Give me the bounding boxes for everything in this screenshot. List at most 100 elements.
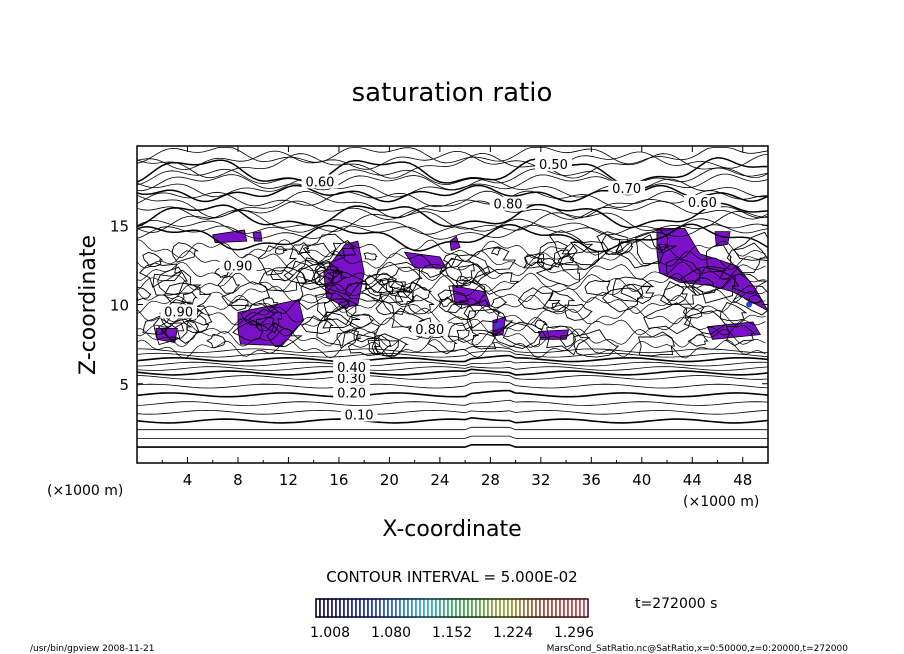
contour-line (388, 266, 423, 292)
contour-line (136, 372, 769, 380)
contour-line (283, 260, 317, 285)
contour-line (437, 289, 470, 314)
contour-interval-label: CONTOUR INTERVAL = 5.000E-02 (326, 568, 577, 586)
contour-line (316, 269, 347, 286)
contour-line (136, 399, 769, 406)
contour-line (584, 280, 611, 296)
contour-line (442, 253, 465, 268)
contour-label-bg (333, 370, 370, 385)
contour-label-bg (333, 385, 370, 400)
contour-line (691, 276, 718, 295)
contour-line (136, 305, 766, 326)
contour-line (136, 368, 769, 376)
contour-label-bg (683, 195, 721, 210)
contour-line (635, 228, 677, 265)
colorbar-tick-label: 1.008 (310, 625, 350, 641)
contour-line (181, 291, 198, 305)
contour-label: 0.10 (345, 408, 374, 423)
contour-line (374, 333, 409, 357)
contour-label: 0.90 (164, 305, 193, 320)
contour-line (524, 253, 546, 267)
contour-label-bg (160, 304, 198, 319)
contour-line (665, 258, 701, 282)
contour-line (331, 240, 357, 256)
supersaturated-region (323, 240, 365, 309)
contour-line (733, 273, 769, 295)
contour-line (298, 279, 334, 311)
contour-line (719, 302, 748, 322)
contour-line (705, 244, 733, 273)
contour-line (420, 263, 446, 278)
z-axis: 5 10 15 (110, 217, 768, 394)
contour-line (136, 167, 769, 186)
contour-line (291, 242, 311, 255)
contour-line (136, 150, 769, 170)
contour-line (136, 389, 769, 398)
contour-line (136, 339, 766, 359)
contour-line (136, 354, 769, 363)
contour-label-bg (535, 157, 572, 172)
x-axis-title: X-coordinate (382, 517, 521, 542)
contour-line (137, 444, 768, 448)
contour-label: 0.60 (688, 196, 717, 211)
x-tick-label: 4 (183, 471, 193, 489)
contour-line (401, 281, 432, 302)
contour-line (136, 153, 769, 179)
contour-line (221, 281, 271, 307)
contour-line (136, 147, 769, 165)
contour-line (275, 246, 288, 255)
contour-line (217, 275, 241, 294)
contour-line (637, 331, 676, 357)
contour-line (139, 262, 183, 288)
contour-line (615, 233, 665, 269)
contour-line (601, 287, 644, 313)
x-unit-label-left: (×1000 m) (47, 483, 123, 499)
contour-label: 0.60 (306, 175, 335, 190)
colorbar-tick-label: 1.224 (493, 625, 533, 641)
contour-line (257, 245, 298, 276)
contour-line (564, 303, 593, 321)
contour-label: 0.70 (612, 182, 641, 197)
contour-line (318, 270, 367, 297)
x-tick-label: 28 (481, 471, 500, 489)
contour-line (596, 231, 629, 256)
contour-line (560, 332, 576, 348)
contour-labels: 0.10 0.200.300.40 0.50 0.60 0.70 0.60 0.80 0.90… (160, 157, 721, 423)
contour-line (375, 300, 395, 316)
contour-label-bg (333, 359, 370, 374)
contour-line (457, 263, 490, 285)
contour-label: 0.40 (337, 361, 366, 376)
footer-left: /usr/bin/gpview 2008-11-21 (30, 644, 154, 654)
contour-line (136, 173, 769, 192)
contour-line (229, 298, 249, 311)
contour-label-bg (489, 196, 527, 211)
x-unit-label-right: (×1000 m) (683, 494, 759, 510)
contour-line (157, 266, 188, 296)
contour-line (152, 269, 202, 296)
contour-line (725, 324, 756, 347)
colorbar-tick-label: 1.152 (432, 625, 472, 641)
supersaturated-core (746, 301, 753, 308)
contour-line (136, 316, 766, 337)
contour-line (136, 381, 769, 389)
contour-line (490, 296, 508, 309)
contour-line (136, 366, 769, 371)
x-tick-label: 48 (733, 471, 752, 489)
time-label: t=272000 s (635, 596, 717, 612)
contour-label: 0.30 (337, 372, 366, 387)
colorbar-labels: 1.008 1.080 1.152 1.224 1.296 (310, 625, 594, 641)
contour-line (546, 325, 591, 356)
contour-line (643, 302, 692, 335)
chart-title: saturation ratio (352, 78, 553, 108)
contour-line (136, 416, 769, 424)
contour-line (266, 321, 303, 347)
contour-label-bg (301, 174, 339, 189)
x-tick-label: 20 (380, 471, 399, 489)
supersaturated-region (212, 229, 248, 244)
contour-line (136, 360, 769, 367)
contour-line (136, 218, 769, 236)
contour-lines (136, 147, 769, 448)
contour-line (323, 298, 357, 326)
contour-line (255, 316, 276, 332)
